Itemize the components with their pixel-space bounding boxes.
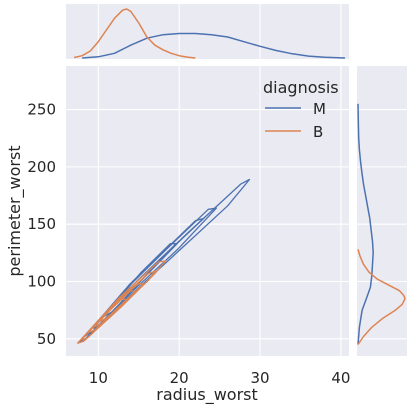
x-tick-label: 30: [251, 369, 270, 387]
marginal-x-curve-m: [82, 32, 346, 59]
x-axis-label: radius_worst: [156, 385, 258, 405]
kde-contours: [76, 178, 251, 345]
legend-label-b: B: [313, 123, 323, 141]
legend-label-m: M: [313, 100, 326, 118]
contour-b: [87, 283, 145, 334]
grid-lines: [66, 4, 407, 356]
legend-title: diagnosis: [263, 78, 339, 97]
y-tick-label: 250: [27, 101, 56, 119]
y-axis-label: perimeter_worst: [5, 145, 25, 276]
legend: diagnosis M B: [263, 78, 339, 141]
marginal-y-kde: [357, 103, 406, 345]
y-tick-label: 50: [37, 330, 56, 348]
contour-b: [80, 270, 156, 341]
x-tick-label: 40: [331, 369, 350, 387]
y-tick-label: 200: [27, 158, 56, 176]
x-tick-label: 20: [170, 369, 189, 387]
contour-m: [102, 243, 177, 318]
marginal-x-curve-b: [73, 8, 196, 59]
contour-b: [98, 298, 128, 323]
marginal-x-panel-background: [66, 4, 349, 59]
marginal-x-kde: [73, 8, 346, 59]
y-tick-label: 150: [27, 215, 56, 233]
marginal-y-curve-b: [357, 249, 406, 345]
y-tick-label: 100: [27, 272, 56, 290]
x-tick-label: 10: [89, 369, 108, 387]
marginal-y-curve-m: [357, 103, 374, 345]
tick-labels: 10 20 30 40 50 100 150 200 250: [27, 101, 350, 387]
